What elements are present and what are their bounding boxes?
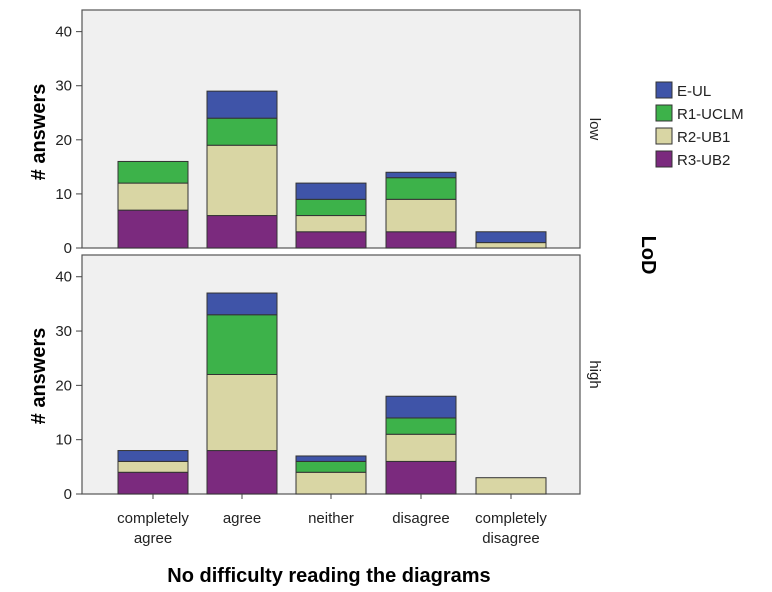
y-tick-label: 0 bbox=[64, 486, 72, 503]
legend-item: R1-UCLM bbox=[655, 104, 744, 123]
bar-segment-r2-ub1 bbox=[295, 471, 367, 495]
bar-segment-r1-uclm bbox=[206, 314, 278, 375]
bar-segment-r1-uclm bbox=[295, 198, 367, 217]
x-tick-label: agree bbox=[223, 510, 261, 527]
bar-segment-r1-uclm bbox=[117, 160, 189, 184]
legend-item: R3-UB2 bbox=[655, 150, 730, 169]
chart-panels: 0 10 20 30 40 low 0 10 20 30 40 high bbox=[55, 9, 603, 503]
bar-segment-e-ul bbox=[295, 182, 367, 200]
bar-segment-e-ul bbox=[475, 231, 547, 244]
bar-segment-r3-ub2 bbox=[206, 215, 278, 249]
category-labels: completely agree agree neither disagree compl… bbox=[117, 494, 547, 547]
x-axis-title: No difficulty reading the diagrams bbox=[167, 565, 490, 587]
facet-title: LoD bbox=[637, 236, 659, 275]
panel-high: 0 10 20 30 40 high bbox=[55, 254, 603, 503]
x-tick-label: completely bbox=[475, 510, 547, 527]
bar-segment-r3-ub2 bbox=[206, 450, 278, 495]
legend-swatch-e-ul bbox=[655, 81, 673, 99]
legend-label: R3-UB2 bbox=[677, 152, 730, 169]
y-tick-label: 10 bbox=[55, 432, 72, 449]
bar-segment-r2-ub1 bbox=[475, 242, 547, 249]
bar-segment-e-ul bbox=[206, 90, 278, 119]
y-tick-label: 30 bbox=[55, 323, 72, 340]
bar-segment-r2-ub1 bbox=[385, 198, 457, 233]
panel-low: 0 10 20 30 40 low bbox=[55, 9, 603, 257]
y-axis-title-top: # answers bbox=[28, 84, 50, 181]
y-tick-label: 30 bbox=[55, 78, 72, 95]
bar-segment-r1-uclm bbox=[385, 417, 457, 435]
bar-segment-r2-ub1 bbox=[475, 477, 547, 495]
legend-label: R2-UB1 bbox=[677, 129, 730, 146]
legend-label: E-UL bbox=[677, 83, 711, 100]
bar-segment-e-ul bbox=[385, 395, 457, 419]
legend-swatch-r1-uclm bbox=[655, 104, 673, 122]
bar-segment-r1-uclm bbox=[295, 460, 367, 473]
legend-swatch-r2-ub1 bbox=[655, 127, 673, 145]
y-axis-title-bottom: # answers bbox=[28, 328, 50, 425]
bar-segment-r2-ub1 bbox=[117, 182, 189, 211]
bar-segment-e-ul bbox=[295, 455, 367, 462]
bar-segment-e-ul bbox=[117, 450, 189, 462]
facet-label-high: high bbox=[586, 360, 603, 388]
x-tick-label: disagree bbox=[392, 510, 450, 527]
y-tick-label: 10 bbox=[55, 186, 72, 203]
facet-label-low: low bbox=[586, 118, 603, 141]
x-tick-label: agree bbox=[134, 530, 172, 547]
y-tick-label: 0 bbox=[64, 240, 72, 257]
bar-segment-e-ul bbox=[206, 292, 278, 316]
bar-segment-r3-ub2 bbox=[385, 460, 457, 495]
bar-segment-r2-ub1 bbox=[206, 144, 278, 217]
x-tick-label: completely bbox=[117, 510, 189, 527]
bar-segment-r3-ub2 bbox=[117, 209, 189, 249]
legend: E-UL R1-UCLM R2-UB1 R3-UB2 bbox=[655, 81, 744, 169]
bar-segment-e-ul bbox=[385, 171, 457, 179]
legend-label: R1-UCLM bbox=[677, 106, 744, 123]
bar-segment-r2-ub1 bbox=[117, 460, 189, 473]
bar-segment-r3-ub2 bbox=[295, 231, 367, 249]
legend-item: E-UL bbox=[655, 81, 711, 100]
legend-item: R2-UB1 bbox=[655, 127, 730, 146]
bar-segment-r1-uclm bbox=[206, 117, 278, 146]
bar-segment-r2-ub1 bbox=[385, 433, 457, 462]
bar-segment-r2-ub1 bbox=[295, 215, 367, 233]
y-tick-label: 40 bbox=[55, 24, 72, 41]
y-tick-label: 40 bbox=[55, 269, 72, 286]
bar-segment-r2-ub1 bbox=[206, 374, 278, 452]
x-tick-label: disagree bbox=[482, 530, 540, 547]
x-tick-label: neither bbox=[308, 510, 354, 527]
y-tick-label: 20 bbox=[55, 132, 72, 149]
y-tick-label: 20 bbox=[55, 377, 72, 394]
bar-segment-r3-ub2 bbox=[117, 471, 189, 495]
bar-segment-r1-uclm bbox=[385, 177, 457, 200]
legend-swatch-r3-ub2 bbox=[655, 150, 673, 168]
bar-segment-r3-ub2 bbox=[385, 231, 457, 249]
